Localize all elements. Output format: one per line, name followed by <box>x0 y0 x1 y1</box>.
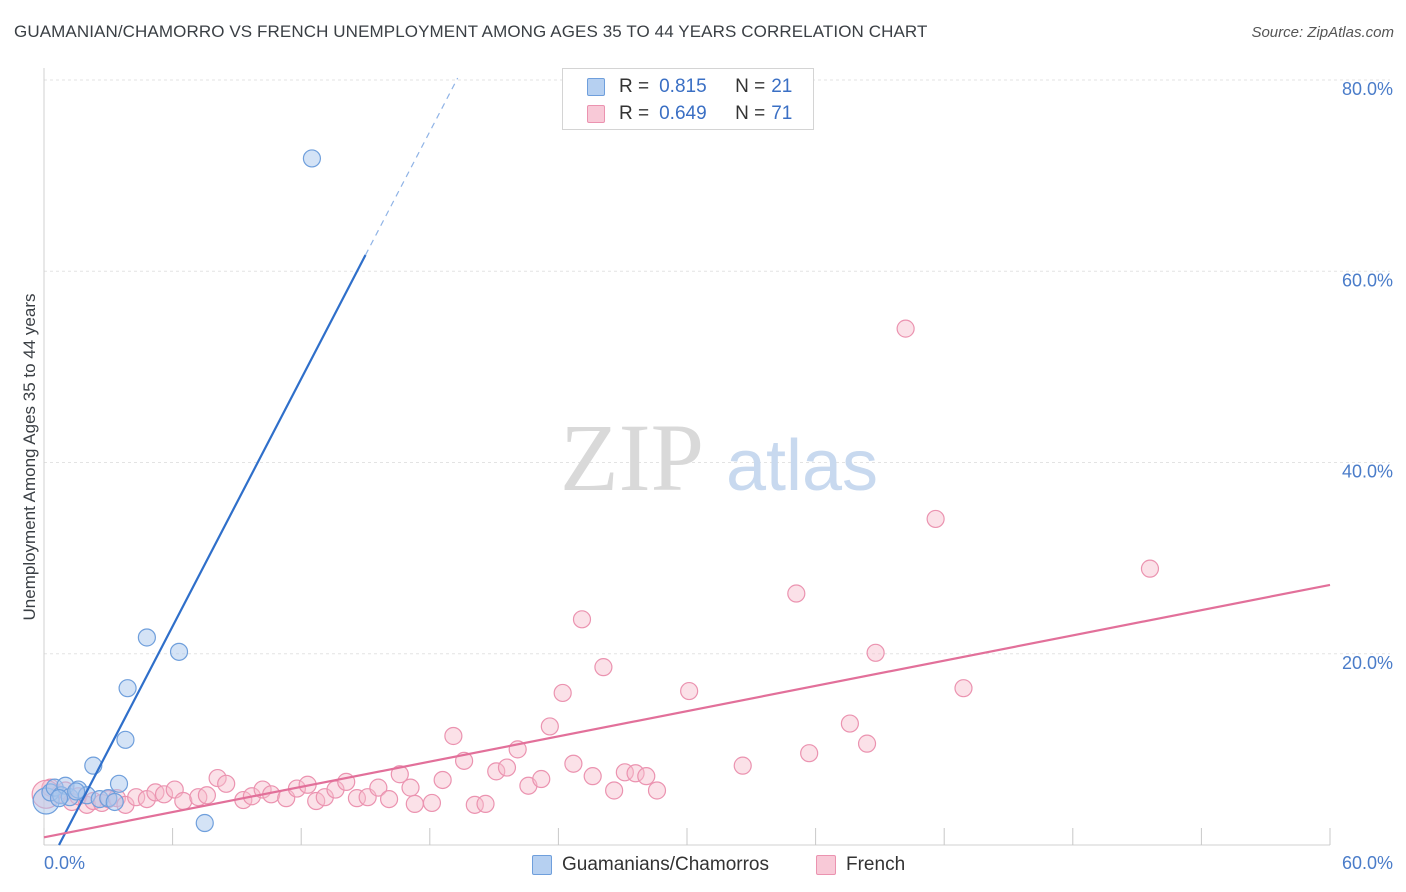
data-point-french <box>197 786 216 805</box>
bottom-legend-label-french: French <box>846 854 906 875</box>
data-point-french <box>647 781 667 800</box>
grid-lines <box>44 79 1390 655</box>
data-point-french <box>444 726 463 746</box>
data-point-french <box>217 774 236 793</box>
legend-row-guamanian: R = 0.815 N = 21 <box>587 75 792 99</box>
legend-row-french: R = 0.649 N = 71 <box>587 102 792 126</box>
y-axis-label: Unemployment Among Ages 35 to 44 years <box>20 294 39 621</box>
y-tick-label: 60.0% <box>1342 270 1393 290</box>
legend-r-value: 0.815 <box>659 76 707 97</box>
data-point-french <box>1140 559 1160 578</box>
data-point-french <box>787 584 806 603</box>
data-point-french <box>422 793 442 813</box>
data-point-french <box>680 681 699 701</box>
data-point-french <box>401 778 420 797</box>
bottom-legend-french: French <box>816 852 905 878</box>
data-point-guamanian <box>67 782 86 801</box>
chart-title: GUAMANIAN/CHAMORRO VS FRENCH UNEMPLOYMEN… <box>14 22 928 41</box>
series-guamanian-points <box>32 149 322 833</box>
trend-lines <box>43 77 1331 846</box>
bottom-legend-guamanian: Guamanians/Chamorros <box>532 852 769 878</box>
data-point-french <box>307 791 326 811</box>
legend-swatch-pink <box>587 105 605 123</box>
data-point-french <box>954 679 973 698</box>
data-point-guamanian <box>109 774 129 793</box>
legend-r-label: R = <box>619 76 650 97</box>
bottom-legend-label-guamanian: Guamanians/Chamorros <box>562 854 769 875</box>
data-point-guamanian <box>195 813 214 833</box>
data-point-french <box>637 767 656 786</box>
data-point-french <box>564 754 583 773</box>
bottom-legend-swatch-pink <box>816 855 836 875</box>
data-point-french <box>433 770 452 790</box>
data-point-french <box>857 734 877 753</box>
legend-swatch-blue <box>587 78 605 96</box>
data-point-french <box>174 791 193 811</box>
data-point-french <box>390 765 409 784</box>
data-point-french <box>487 762 506 781</box>
data-point-guamanian <box>118 679 137 698</box>
data-point-french <box>476 794 495 813</box>
x-tick-label: 0.0% <box>44 853 85 873</box>
watermark-zip: ZIP <box>560 404 704 511</box>
legend-n-label: N = <box>735 103 766 124</box>
data-point-guamanian <box>302 149 322 168</box>
data-point-french <box>553 683 572 703</box>
axes <box>43 68 1331 846</box>
data-point-french <box>800 744 819 763</box>
trend-line-guamanian-extension <box>364 77 459 256</box>
data-point-guamanian <box>169 642 189 661</box>
legend-n-label: N = <box>735 76 766 97</box>
data-point-guamanian <box>116 730 135 749</box>
x-tick-label: 60.0% <box>1342 853 1393 873</box>
data-point-guamanian <box>105 792 124 812</box>
y-tick-label: 80.0% <box>1342 79 1393 99</box>
data-point-french <box>369 778 388 797</box>
data-point-french <box>896 319 915 338</box>
y-tick-label: 20.0% <box>1342 653 1393 673</box>
trend-line-guamanian <box>58 254 367 846</box>
data-point-french <box>405 794 424 813</box>
correlation-legend: R = 0.815 N = 21 R = 0.649 N = 71 <box>562 68 814 130</box>
data-point-french <box>840 714 859 733</box>
trend-line-french <box>43 583 1331 839</box>
watermark: ZIP atlas <box>560 404 878 511</box>
legend-n-value: 21 <box>771 76 793 97</box>
y-tick-label: 40.0% <box>1342 462 1393 482</box>
legend-r-value: 0.649 <box>659 103 707 124</box>
tick-labels: 20.0% 40.0% 60.0% 80.0% 0.0% 60.0% <box>44 79 1393 873</box>
legend-n-value: 71 <box>771 103 793 124</box>
data-point-french <box>540 717 559 736</box>
data-point-french <box>379 789 399 809</box>
watermark-atlas: atlas <box>726 426 878 506</box>
source-credit: Source: ZipAtlas.com <box>1251 24 1394 41</box>
data-point-french <box>926 509 945 529</box>
data-point-french <box>497 758 517 777</box>
data-point-guamanian <box>137 628 156 647</box>
bottom-legend-swatch-blue <box>532 855 552 875</box>
data-point-french <box>605 781 624 800</box>
data-point-french <box>154 785 174 804</box>
data-point-french <box>733 756 752 775</box>
data-point-french <box>866 643 885 662</box>
data-point-french <box>626 764 645 783</box>
series-french-points <box>31 319 1160 814</box>
data-point-french <box>594 658 613 677</box>
legend-r-label: R = <box>619 103 650 124</box>
data-point-guamanian <box>49 789 69 808</box>
data-point-french <box>583 767 602 786</box>
data-point-french <box>532 769 551 789</box>
data-point-french <box>572 610 592 629</box>
